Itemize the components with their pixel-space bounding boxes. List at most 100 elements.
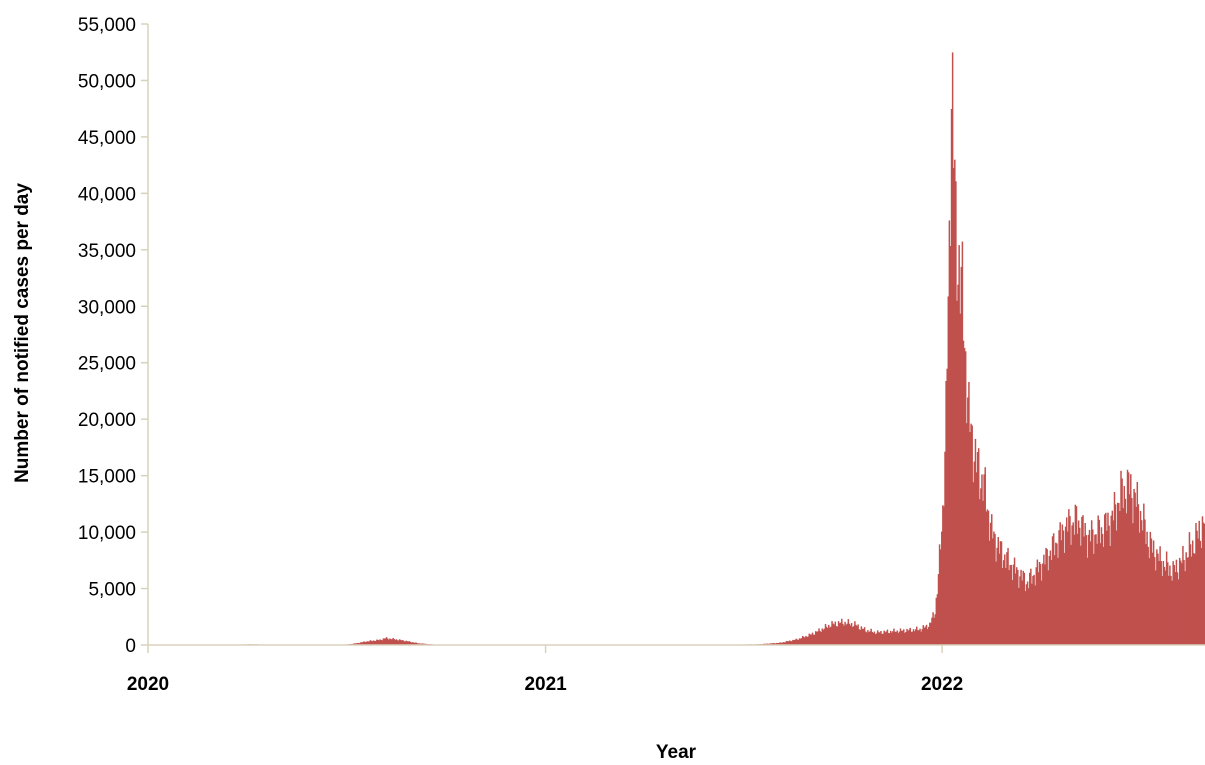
daily-case-bar [1015, 567, 1018, 645]
daily-case-bar [855, 624, 857, 645]
daily-case-bar [914, 629, 917, 645]
daily-case-bar [1158, 561, 1160, 645]
daily-case-bar [1198, 520, 1200, 645]
daily-case-bar [371, 641, 374, 645]
daily-case-bar [926, 629, 929, 645]
daily-case-bar [1197, 538, 1199, 645]
daily-case-bar [919, 628, 921, 645]
daily-case-bar [979, 499, 981, 645]
y-axis-label: Number of notified cases per day [12, 183, 33, 483]
daily-case-bar [1134, 492, 1136, 645]
daily-case-bar [977, 448, 980, 645]
daily-case-bar [970, 423, 972, 645]
daily-case-bar [851, 626, 854, 645]
daily-case-bar [912, 629, 915, 645]
daily-case-bar [815, 631, 817, 645]
daily-case-bar [818, 628, 820, 645]
daily-case-bar [1202, 522, 1205, 645]
daily-case-bar [879, 632, 881, 645]
daily-case-bar [1110, 515, 1112, 645]
daily-case-bar [1128, 494, 1131, 645]
daily-case-bar [1103, 514, 1106, 645]
daily-case-bar [944, 451, 946, 645]
daily-case-bar [1101, 533, 1104, 645]
daily-case-bar [862, 628, 865, 645]
daily-case-bar [998, 553, 1001, 645]
daily-case-bar [1031, 583, 1033, 645]
daily-case-bar [416, 643, 418, 645]
daily-case-bar [981, 474, 983, 645]
daily-case-bar [793, 639, 795, 645]
daily-case-bar [1035, 567, 1038, 645]
daily-case-bar [775, 642, 778, 645]
daily-case-bar [1138, 532, 1141, 645]
y-tick-label: 10,000 [78, 523, 136, 544]
daily-case-bar [885, 631, 888, 645]
daily-case-bar [787, 641, 790, 645]
daily-case-bar [795, 638, 797, 645]
daily-case-bar [1115, 530, 1118, 645]
daily-case-bar [875, 633, 878, 645]
y-tick-labels: 0 5,000 10,000 15,000 20,000 25,000 30,000 35,0… [78, 15, 136, 657]
daily-case-bar [769, 643, 771, 645]
daily-case-bar [826, 628, 829, 645]
daily-case-bar [881, 634, 883, 645]
daily-case-bar [1080, 545, 1082, 645]
daily-case-bar [1026, 581, 1029, 645]
daily-case-bar [1146, 531, 1148, 645]
daily-case-bar [1011, 580, 1014, 645]
daily-case-bar [839, 622, 842, 645]
daily-case-bar [1099, 543, 1102, 645]
daily-case-bar [378, 640, 380, 645]
daily-case-bar [1152, 540, 1155, 645]
daily-case-bar [400, 639, 402, 645]
daily-case-bar [841, 618, 843, 645]
daily-case-bar [367, 641, 369, 645]
daily-case-bar [867, 630, 869, 645]
daily-case-bar [846, 623, 848, 645]
daily-case-bar [843, 625, 845, 645]
daily-case-bar [1088, 529, 1091, 645]
daily-case-bar [1140, 520, 1143, 645]
daily-case-bar [1034, 585, 1036, 645]
daily-case-bar [907, 630, 909, 645]
daily-case-bar [921, 629, 923, 645]
daily-case-bar [1038, 562, 1041, 645]
daily-case-bar [1132, 523, 1134, 645]
daily-case-bar [1106, 530, 1108, 645]
daily-case-bar [1063, 552, 1066, 645]
daily-case-bar [1090, 520, 1093, 645]
daily-case-bar [369, 640, 372, 645]
daily-case-bar [414, 642, 416, 645]
daily-case-bar [848, 623, 851, 645]
daily-case-bar [871, 631, 873, 645]
y-tick-label: 0 [125, 636, 136, 657]
daily-case-bar [937, 574, 940, 645]
daily-case-bar [917, 630, 919, 645]
daily-case-bar [813, 634, 816, 645]
daily-case-bar [1021, 580, 1023, 645]
daily-case-bar [835, 626, 838, 645]
daily-case-bar [1200, 547, 1203, 645]
daily-case-bar [1160, 561, 1162, 645]
daily-case-bar [974, 438, 977, 645]
daily-case-bar [1024, 591, 1027, 645]
daily-case-bar [418, 643, 420, 645]
daily-case-bar [403, 641, 405, 645]
daily-case-bar [370, 640, 373, 645]
daily-case-bar [396, 640, 399, 645]
daily-case-bar [1078, 527, 1081, 645]
daily-case-bar [1165, 551, 1168, 645]
daily-case-bar [1151, 552, 1154, 645]
daily-case-bar [986, 509, 989, 645]
y-tick-label: 45,000 [78, 128, 136, 149]
daily-case-bar [962, 340, 965, 645]
daily-case-bar [1081, 516, 1083, 645]
daily-case-bar [941, 531, 943, 645]
daily-case-bar [889, 630, 892, 645]
daily-case-bar [388, 639, 390, 645]
daily-case-bar [404, 641, 406, 645]
daily-case-bar [1121, 478, 1123, 645]
daily-case-bar [905, 632, 907, 645]
